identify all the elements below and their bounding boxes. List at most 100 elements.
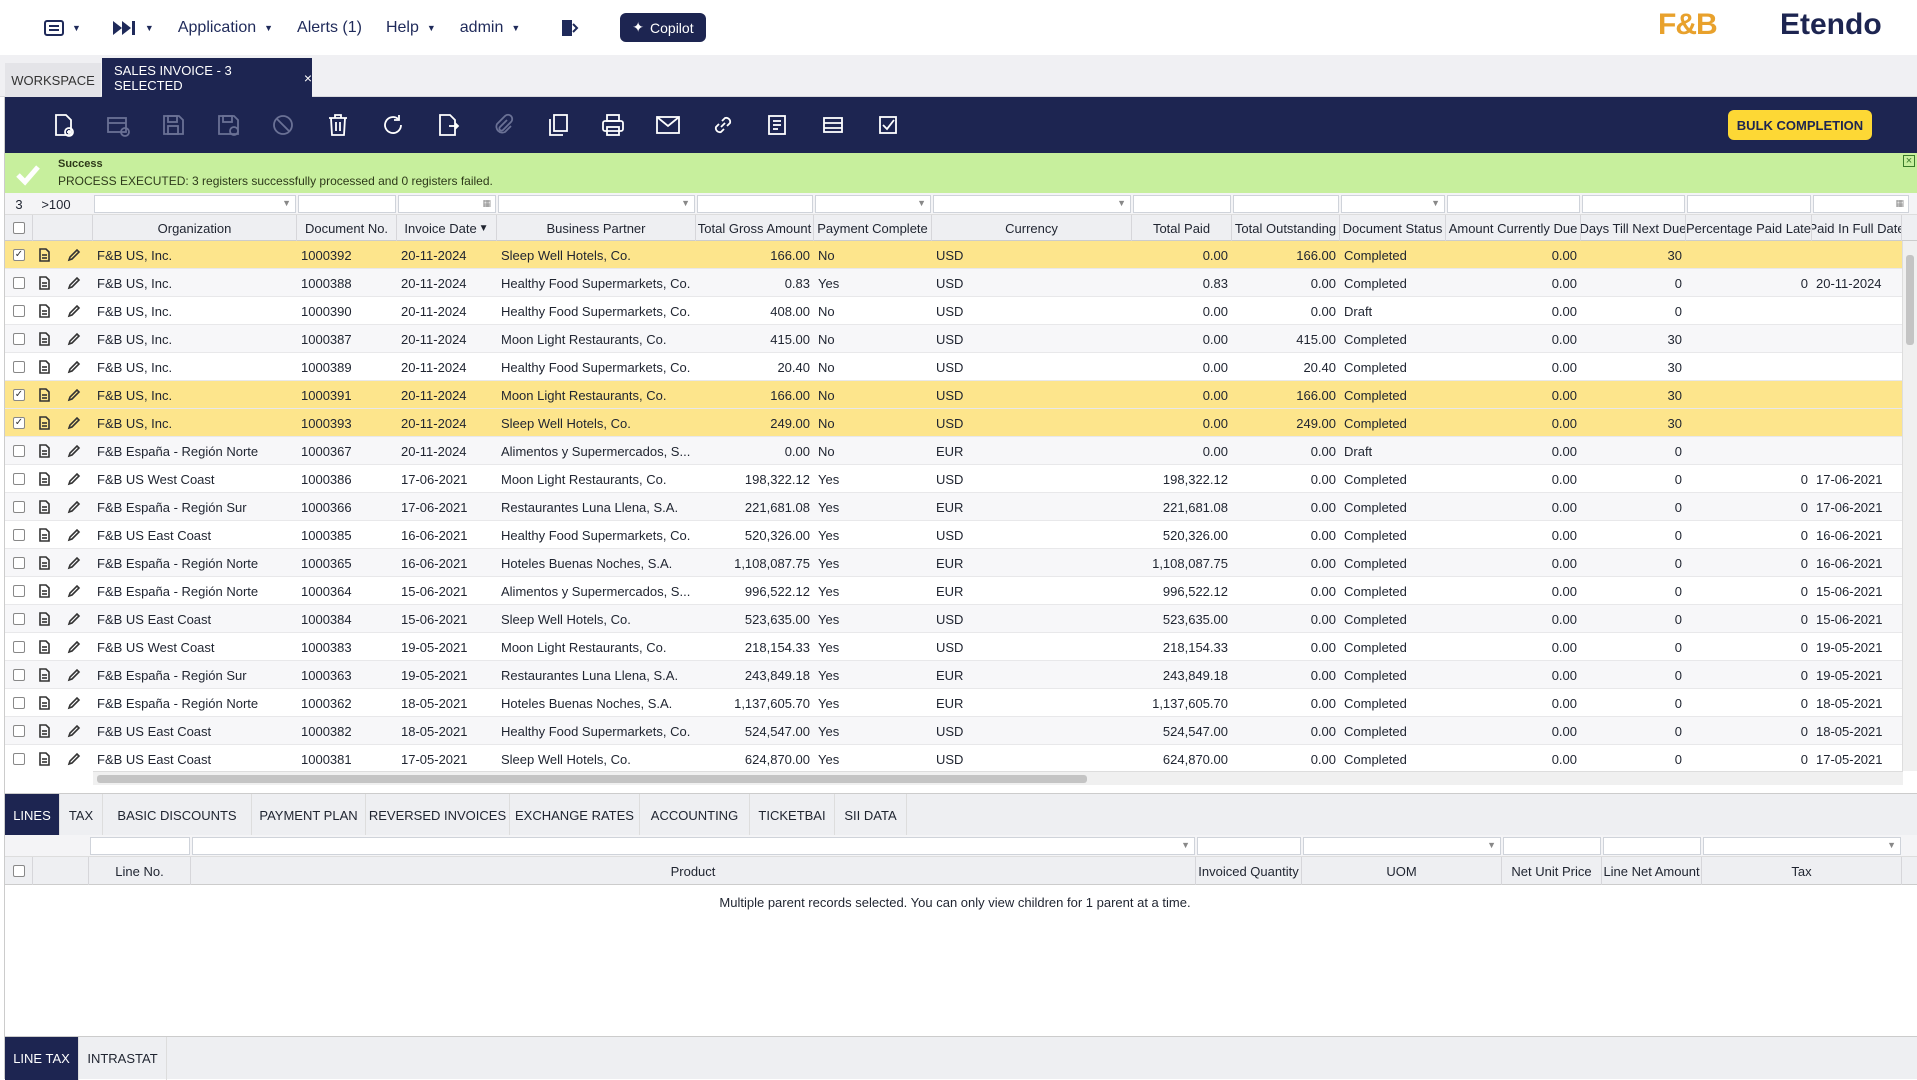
row-checkbox[interactable]: [13, 697, 25, 709]
col-invoiced-quantity[interactable]: Invoiced Quantity: [1196, 857, 1302, 885]
table-row[interactable]: F&B España - Región Sur 1000363 19-05-2021…: [5, 661, 1905, 689]
edit-row-button[interactable]: [63, 549, 93, 577]
row-select[interactable]: [9, 297, 33, 325]
tab-workspace[interactable]: WORKSPACE: [5, 63, 101, 97]
scroll-thumb[interactable]: [97, 775, 1087, 783]
filter-payment-complete[interactable]: ▼: [815, 195, 931, 213]
edit-row-button[interactable]: [63, 605, 93, 633]
row-checkbox[interactable]: [13, 501, 25, 513]
open-form-button[interactable]: [33, 633, 63, 661]
row-select[interactable]: [9, 493, 33, 521]
row-checkbox[interactable]: ✓: [13, 249, 25, 261]
logout-button[interactable]: [560, 18, 580, 38]
filter-total-outstanding[interactable]: [1233, 195, 1339, 213]
edit-row-button[interactable]: [63, 409, 93, 437]
tab-intrastat[interactable]: INTRASTAT: [79, 1037, 167, 1080]
edit-row-button[interactable]: [63, 493, 93, 521]
table-row[interactable]: F&B US, Inc. 1000389 20-11-2024 Healthy Foo…: [5, 353, 1905, 381]
main-menu-button[interactable]: ▼: [44, 19, 81, 37]
row-checkbox[interactable]: [13, 753, 25, 765]
col-invoice-date[interactable]: Invoice Date ▼: [397, 215, 497, 241]
edit-row-button[interactable]: [63, 437, 93, 465]
undo-button[interactable]: [255, 105, 310, 145]
row-select[interactable]: [9, 549, 33, 577]
row-checkbox[interactable]: [13, 557, 25, 569]
col-payment-complete[interactable]: Payment Complete: [814, 215, 932, 241]
select-all[interactable]: [5, 215, 33, 241]
filter-organization[interactable]: ▼: [94, 195, 296, 213]
row-checkbox[interactable]: [13, 641, 25, 653]
open-form-button[interactable]: [33, 689, 63, 717]
row-checkbox[interactable]: [13, 305, 25, 317]
filter-uom[interactable]: ▼: [1303, 837, 1501, 855]
row-select[interactable]: [9, 605, 33, 633]
filter-line-net-amount[interactable]: [1603, 837, 1701, 855]
table-row[interactable]: F&B España - Región Sur 1000366 17-06-2021…: [5, 493, 1905, 521]
row-checkbox[interactable]: [13, 277, 25, 289]
open-form-button[interactable]: [33, 661, 63, 689]
col-document-no[interactable]: Document No.: [297, 215, 397, 241]
table-row[interactable]: F&B España - Región Norte 1000367 20-11-20…: [5, 437, 1905, 465]
user-menu[interactable]: admin ▼: [460, 19, 521, 37]
tab-lines[interactable]: LINES: [5, 794, 60, 836]
edit-row-button[interactable]: [63, 241, 93, 269]
print-button[interactable]: [585, 105, 640, 145]
email-button[interactable]: [640, 105, 695, 145]
alerts-link[interactable]: Alerts (1): [297, 19, 362, 37]
row-checkbox[interactable]: [13, 529, 25, 541]
open-form-button[interactable]: [33, 437, 63, 465]
table-row[interactable]: F&B US East Coast 1000385 16-06-2021 Health…: [5, 521, 1905, 549]
grid-view-button[interactable]: [805, 105, 860, 145]
application-menu[interactable]: Application ▼: [178, 19, 273, 37]
col-total-outstanding[interactable]: Total Outstanding: [1232, 215, 1340, 241]
save-button[interactable]: [145, 105, 200, 145]
vertical-scrollbar[interactable]: [1902, 241, 1917, 771]
open-form-button[interactable]: [33, 605, 63, 633]
col-net-unit-price[interactable]: Net Unit Price: [1502, 857, 1602, 885]
filter-amount-due[interactable]: [1447, 195, 1580, 213]
tab-exchange-rates[interactable]: EXCHANGE RATES: [510, 794, 640, 836]
edit-row-button[interactable]: [63, 269, 93, 297]
filter-total-paid[interactable]: [1133, 195, 1231, 213]
row-checkbox[interactable]: [13, 445, 25, 457]
table-row[interactable]: ✓ F&B US, Inc. 1000393 20-11-2024 Sleep Well…: [5, 409, 1905, 437]
filter-days-next-due[interactable]: [1582, 195, 1685, 213]
open-form-button[interactable]: [33, 269, 63, 297]
row-select[interactable]: [9, 633, 33, 661]
col-percentage-late[interactable]: Percentage Paid Late: [1686, 215, 1812, 241]
edit-row-button[interactable]: [63, 521, 93, 549]
save-close-button[interactable]: [200, 105, 255, 145]
open-form-button[interactable]: [33, 353, 63, 381]
col-product[interactable]: Product: [191, 857, 1196, 885]
edit-row-button[interactable]: [63, 577, 93, 605]
close-icon[interactable]: ×: [303, 69, 312, 86]
table-row[interactable]: F&B US East Coast 1000384 15-06-2021 Sleep …: [5, 605, 1905, 633]
table-row[interactable]: ✓ F&B US, Inc. 1000392 20-11-2024 Sleep Well…: [5, 241, 1905, 269]
refresh-button[interactable]: [365, 105, 420, 145]
open-form-button[interactable]: [33, 465, 63, 493]
edit-row-button[interactable]: [63, 465, 93, 493]
delete-button[interactable]: [310, 105, 365, 145]
new-document-button[interactable]: [35, 105, 90, 145]
open-form-button[interactable]: [33, 409, 63, 437]
filter-document-no[interactable]: [298, 195, 396, 213]
quick-launch-button[interactable]: ▼: [111, 19, 154, 37]
row-select[interactable]: [9, 661, 33, 689]
row-checkbox[interactable]: [13, 361, 25, 373]
row-select[interactable]: ✓: [9, 409, 33, 437]
col-total-paid[interactable]: Total Paid: [1132, 215, 1232, 241]
edit-row-button[interactable]: [63, 325, 93, 353]
row-select[interactable]: [9, 717, 33, 745]
row-select[interactable]: [9, 465, 33, 493]
row-select[interactable]: [9, 521, 33, 549]
horizontal-scrollbar[interactable]: [93, 771, 1903, 785]
table-row[interactable]: F&B US, Inc. 1000387 20-11-2024 Moon Light …: [5, 325, 1905, 353]
lines-select-all-checkbox[interactable]: [12, 865, 25, 877]
col-paid-full-date[interactable]: Paid In Full Date: [1812, 215, 1902, 241]
tab-ticketbai[interactable]: TICKETBAI: [750, 794, 835, 836]
table-row[interactable]: F&B US West Coast 1000386 17-06-2021 Moon L…: [5, 465, 1905, 493]
table-row[interactable]: F&B US, Inc. 1000390 20-11-2024 Healthy Foo…: [5, 297, 1905, 325]
table-row[interactable]: F&B España - Región Norte 1000362 18-05-20…: [5, 689, 1905, 717]
table-row[interactable]: F&B España - Región Norte 1000364 15-06-20…: [5, 577, 1905, 605]
copilot-button[interactable]: ✦ Copilot: [620, 13, 706, 42]
